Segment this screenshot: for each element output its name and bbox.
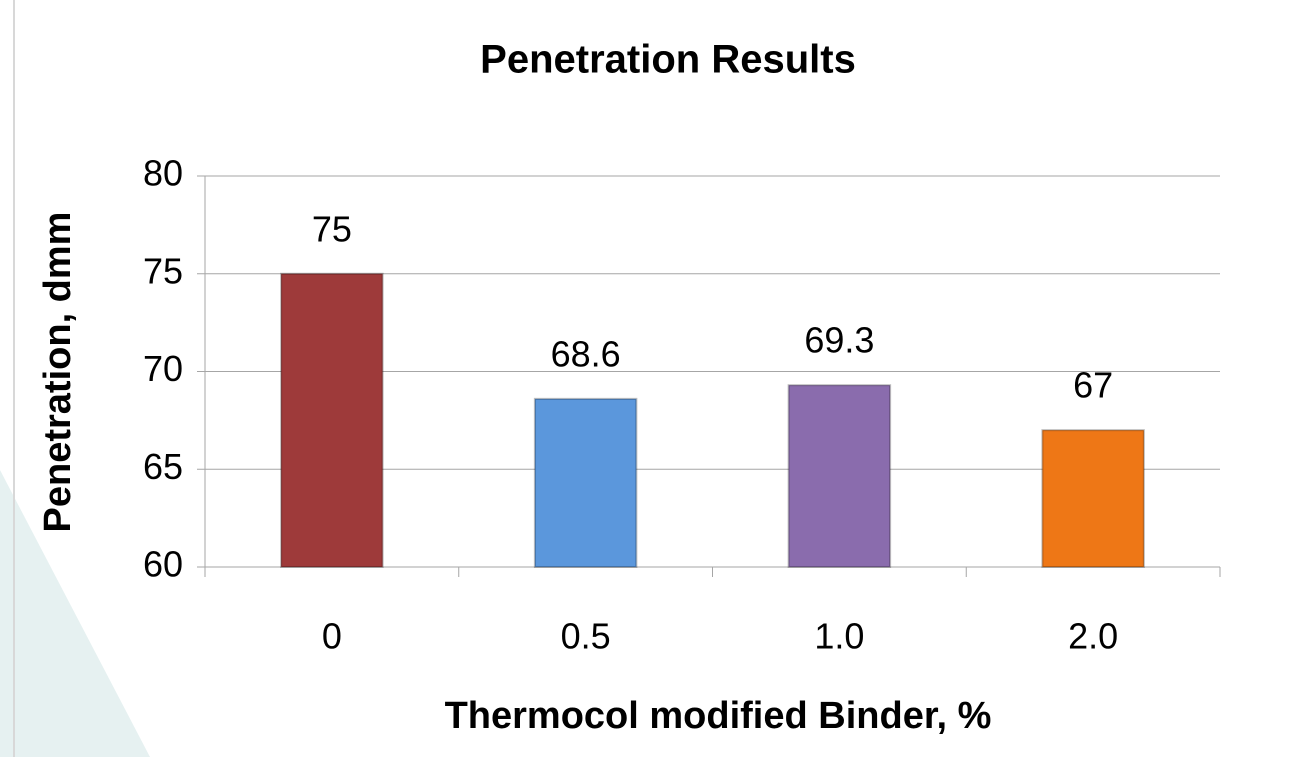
background-shape [0, 470, 150, 757]
y-tick-label: 75 [143, 250, 183, 291]
bar [280, 272, 384, 568]
x-tick-label: 1.0 [814, 616, 864, 657]
data-label: 75 [312, 208, 352, 249]
x-tick-label: 0.5 [561, 616, 611, 657]
y-tick-label: 65 [143, 446, 183, 487]
x-tick-label: 2.0 [1068, 616, 1118, 657]
data-label: 69.3 [804, 320, 874, 361]
y-axis-title: Penetration, dmm [37, 212, 79, 533]
bar [533, 397, 638, 568]
y-tick-label: 60 [143, 544, 183, 585]
bar [787, 384, 892, 568]
y-tick-label: 80 [143, 153, 183, 194]
chart-title: Penetration Results [480, 38, 856, 82]
data-label: 68.6 [551, 333, 621, 374]
bar [1041, 429, 1145, 568]
x-tick-label: 0 [322, 616, 342, 657]
data-label: 67 [1073, 365, 1113, 406]
x-axis-title: Thermocol modified Binder, % [445, 695, 992, 737]
y-tick-label: 70 [143, 348, 183, 389]
